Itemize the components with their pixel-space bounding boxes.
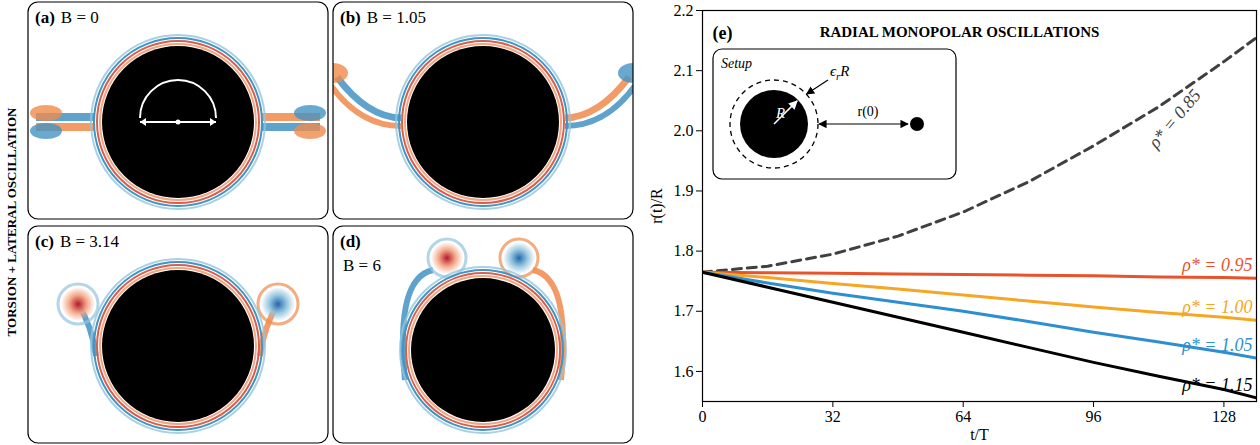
svg-text:64: 64	[955, 408, 971, 425]
svg-text:B = 6: B = 6	[343, 256, 381, 275]
svg-text:32: 32	[825, 408, 841, 425]
svg-text:ρ* = 0.95: ρ* = 0.95	[1181, 255, 1252, 275]
svg-text:(c)B = 3.14: (c)B = 3.14	[35, 232, 120, 251]
svg-text:r(t)/R: r(t)/R	[648, 188, 666, 224]
svg-text:TORSION + LATERAL OSCILLATION: TORSION + LATERAL OSCILLATION	[4, 107, 19, 336]
svg-text:Setup: Setup	[721, 56, 752, 71]
svg-text:t/T: t/T	[970, 426, 989, 443]
svg-text:0: 0	[699, 408, 707, 425]
svg-text:ρ* = 1.05: ρ* = 1.05	[1181, 335, 1252, 355]
svg-text:1.6: 1.6	[674, 363, 694, 380]
svg-text:R: R	[775, 105, 785, 121]
svg-text:2.1: 2.1	[674, 62, 694, 79]
svg-text:(e): (e)	[713, 23, 733, 44]
svg-text:ρ* = 1.00: ρ* = 1.00	[1181, 297, 1252, 317]
svg-text:(a)B = 0: (a)B = 0	[35, 8, 99, 27]
svg-text:RADIAL MONOPOLAR OSCILLATIONS: RADIAL MONOPOLAR OSCILLATIONS	[820, 24, 1100, 40]
svg-text:ρ* = 0.85: ρ* = 0.85	[1144, 85, 1205, 152]
svg-text:1.7: 1.7	[674, 302, 694, 319]
svg-text:(b)B = 1.05: (b)B = 1.05	[340, 8, 426, 27]
svg-text:2.0: 2.0	[674, 122, 694, 139]
svg-text:ρ* = 1.15: ρ* = 1.15	[1181, 375, 1252, 395]
svg-text:(d): (d)	[340, 232, 361, 251]
svg-text:1.8: 1.8	[674, 242, 694, 259]
svg-text:96: 96	[1086, 408, 1102, 425]
svg-text:2.2: 2.2	[674, 2, 694, 19]
svg-text:1.9: 1.9	[674, 182, 694, 199]
svg-text:ϵrR: ϵrR	[830, 63, 850, 82]
svg-text:128: 128	[1212, 408, 1236, 425]
svg-text:r(0): r(0)	[858, 104, 879, 120]
